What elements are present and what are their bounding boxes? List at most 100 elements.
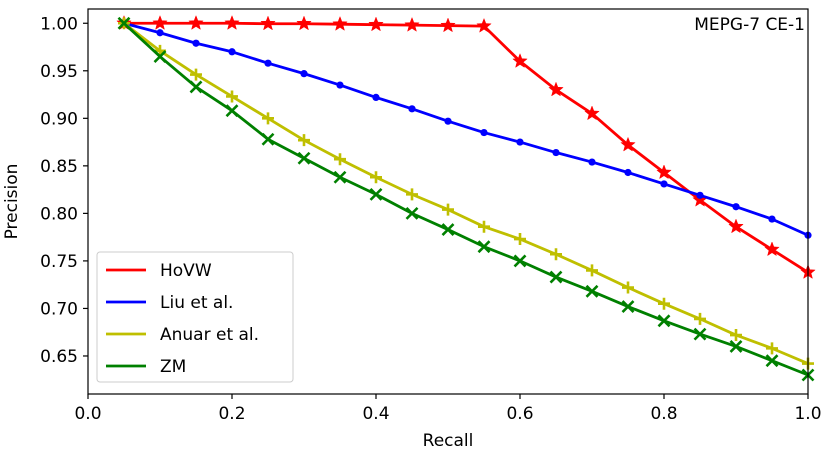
data-point-hovw <box>188 15 204 30</box>
y-tick-label: 1.00 <box>40 14 78 34</box>
y-tick-label: 0.90 <box>40 109 78 129</box>
legend-box <box>96 251 294 383</box>
x-tick-label: 0.2 <box>218 404 245 424</box>
x-tick-label: 0.4 <box>362 404 389 424</box>
data-point-zm <box>153 50 167 63</box>
y-tick-label: 0.95 <box>40 62 78 82</box>
data-point-zm <box>369 187 383 201</box>
data-point-zm <box>333 170 347 184</box>
data-point-liu-et-al <box>336 81 344 89</box>
chart-annotation: MEPG-7 CE-1 <box>694 15 805 35</box>
data-point-zm <box>621 300 635 313</box>
data-point-anuar-et-al <box>658 297 670 310</box>
data-point-liu-et-al <box>588 158 596 166</box>
data-point-zm <box>405 206 419 220</box>
series-liu-et-al <box>120 19 812 239</box>
data-point-anuar-et-al <box>514 233 526 246</box>
data-point-anuar-et-al <box>694 312 706 325</box>
data-point-liu-et-al <box>228 48 236 56</box>
data-point-hovw <box>728 218 744 234</box>
data-point-zm <box>585 284 599 298</box>
data-point-hovw <box>368 16 384 32</box>
data-point-zm <box>657 314 671 328</box>
data-point-zm <box>765 354 779 368</box>
axes-layer: 0.0 0.2 0.4 0.6 0.8 1.0 0.65 0.70 0.75 0.80 0.85 0.… <box>40 8 822 424</box>
legend-item-hovw: HoVW <box>106 261 212 281</box>
data-point-zm <box>477 240 491 254</box>
data-point-zm <box>729 340 743 353</box>
data-point-zm <box>513 254 527 268</box>
data-point-zm <box>117 16 131 30</box>
data-point-zm <box>297 151 311 165</box>
legend-label: HoVW <box>160 261 212 281</box>
y-tick-label: 0.80 <box>40 204 78 224</box>
data-point-liu-et-al <box>696 191 704 199</box>
data-point-liu-et-al <box>156 29 164 37</box>
data-point-liu-et-al <box>732 203 740 211</box>
y-axis-label: Precision <box>2 164 22 240</box>
legend-item-liu-et-al: Liu et al. <box>106 293 233 313</box>
y-tick-label: 0.85 <box>40 157 78 177</box>
data-point-anuar-et-al <box>406 188 418 201</box>
data-point-hovw <box>656 164 672 180</box>
data-point-hovw <box>512 53 528 68</box>
data-point-anuar-et-al <box>478 220 490 233</box>
legend-item-anuar-et-al: Anuar et al. <box>106 325 259 345</box>
series-line-hovw <box>124 21 809 274</box>
data-point-hovw <box>152 15 168 30</box>
legend-label: Liu et al. <box>160 293 233 313</box>
data-point-liu-et-al <box>264 59 272 67</box>
data-point-anuar-et-al <box>370 171 382 184</box>
data-point-hovw <box>620 136 636 152</box>
data-point-anuar-et-al <box>442 203 454 216</box>
data-point-hovw <box>296 15 312 31</box>
series-line-liu-et-al <box>123 21 809 237</box>
data-point-anuar-et-al <box>586 264 598 277</box>
data-point-zm <box>693 327 707 341</box>
x-tick-label: 0.0 <box>74 404 101 424</box>
data-point-anuar-et-al <box>226 90 238 103</box>
x-axis-label: Recall <box>423 431 474 451</box>
data-point-liu-et-al <box>480 128 488 137</box>
data-point-zm <box>549 270 563 284</box>
data-point-zm <box>441 223 455 236</box>
data-point-anuar-et-al <box>298 134 310 147</box>
data-point-anuar-et-al <box>550 248 562 261</box>
data-point-anuar-et-al <box>334 153 346 166</box>
data-point-anuar-et-al <box>730 329 742 342</box>
series-anuar-et-al <box>118 17 814 370</box>
data-point-liu-et-al <box>408 105 416 113</box>
y-tick-label: 0.75 <box>40 252 78 272</box>
data-point-liu-et-al <box>768 215 776 223</box>
data-point-liu-et-al <box>624 168 632 177</box>
x-tick-label: 1.0 <box>794 404 821 424</box>
plot-layer <box>116 15 816 382</box>
legend-item-zm: ZM <box>106 357 186 377</box>
legend-label: ZM <box>160 357 186 377</box>
data-point-liu-et-al <box>516 138 524 146</box>
data-point-hovw <box>440 17 456 33</box>
legend: HoVW Liu et al. Anuar et al. ZM <box>96 251 294 383</box>
data-point-zm <box>225 104 239 118</box>
x-tick-label: 0.6 <box>506 404 533 424</box>
x-tick-label: 0.8 <box>650 404 677 424</box>
data-point-anuar-et-al <box>622 281 634 294</box>
data-point-zm <box>261 132 275 146</box>
data-point-hovw <box>260 15 276 31</box>
data-point-liu-et-al <box>660 180 668 188</box>
data-point-anuar-et-al <box>262 112 274 125</box>
data-point-zm <box>189 80 203 94</box>
data-point-liu-et-al <box>372 93 380 102</box>
data-point-anuar-et-al <box>766 342 778 355</box>
data-point-liu-et-al <box>192 39 200 47</box>
data-point-liu-et-al <box>300 70 308 78</box>
data-point-hovw <box>404 16 420 32</box>
data-point-hovw <box>584 105 600 121</box>
legend-label: Anuar et al. <box>160 325 259 345</box>
data-point-hovw <box>224 15 240 30</box>
y-tick-label: 0.65 <box>40 347 78 367</box>
data-point-anuar-et-al <box>190 68 202 81</box>
data-point-liu-et-al <box>552 148 560 157</box>
